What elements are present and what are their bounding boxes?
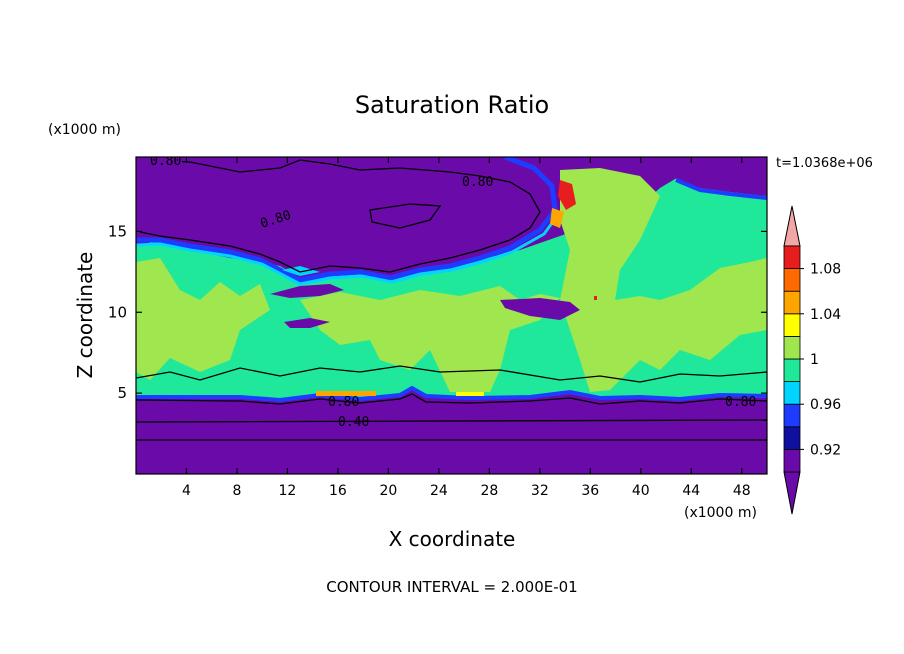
colorbar-arrow-low — [783, 471, 801, 515]
x-axis: 4 8 12 16 20 24 28 32 36 40 44 48 — [182, 157, 751, 499]
heatmap-field: 0.80 0.80 0.80 0.80 0.80 0.40 — [136, 154, 767, 474]
region-upper-dry — [136, 157, 555, 278]
time-label: t=1.0368e+06 — [776, 156, 873, 171]
x-tick-label: 36 — [581, 483, 599, 499]
x-tick-label: 44 — [682, 483, 700, 499]
colorbar-bin — [783, 245, 801, 270]
region-upper-cyan — [136, 211, 562, 286]
y-tick-label: 15 — [108, 222, 127, 240]
filament-1 — [270, 284, 344, 298]
x-tick-label: 12 — [279, 483, 297, 499]
region-top-right-dry — [676, 157, 767, 196]
filament-2 — [284, 318, 330, 328]
region-upper-fringe — [136, 157, 558, 283]
y-axis: 5 10 15 — [108, 222, 767, 402]
colorbar-label: 0.96 — [810, 397, 841, 413]
colorbar-bin — [783, 335, 801, 360]
contour-label-lower-right: 0.80 — [725, 395, 756, 410]
chart-title: Saturation Ratio — [355, 91, 549, 119]
y-unit-label: (x1000 m) — [48, 122, 121, 138]
contour-interval-label: CONTOUR INTERVAL = 2.000E-01 — [326, 578, 577, 596]
contour-label-top-right: 0.80 — [462, 175, 493, 190]
x-axis-title: X coordinate — [389, 527, 516, 551]
colorbar-label: 1 — [810, 352, 819, 368]
colorbar-label: 0.92 — [810, 442, 841, 458]
colorbar-bin — [783, 403, 801, 428]
x-tick-label: 28 — [480, 483, 498, 499]
y-tick-label: 10 — [108, 303, 127, 321]
colorbar-bin — [783, 268, 801, 292]
filament-3 — [500, 298, 580, 320]
x-tick-label: 8 — [232, 483, 241, 499]
y-axis-title: Z coordinate — [73, 252, 97, 379]
colorbar-bin — [783, 290, 801, 315]
x-tick-label: 4 — [182, 483, 191, 499]
supersat-spot-5 — [594, 296, 597, 300]
contour-upper-inner — [369, 203, 442, 229]
colorbar-arrow-high — [783, 205, 801, 247]
contour-mid — [136, 365, 767, 383]
plot-frame — [135, 156, 768, 475]
colorbar: 0.92 0.96 1 1.04 1.08 — [783, 205, 841, 515]
colorbar-bin — [783, 358, 801, 383]
x-unit-label: (x1000 m) — [684, 505, 757, 521]
supersat-spot-4 — [550, 208, 564, 228]
contour-label-040: 0.40 — [338, 415, 369, 430]
supersat-spot-2 — [456, 392, 484, 396]
colorbar-bin — [783, 313, 801, 337]
contour-lines — [136, 159, 767, 441]
contour-lower-080 — [136, 393, 767, 405]
x-tick-label: 16 — [329, 483, 347, 499]
contour-label-lower-center: 0.80 — [328, 395, 359, 410]
contour-upper — [139, 159, 541, 273]
region-light-green-left — [136, 258, 270, 380]
colorbar-bin — [783, 426, 801, 450]
filament-4 — [282, 266, 320, 276]
colorbar-bin — [783, 448, 801, 473]
x-tick-label: 24 — [430, 483, 448, 499]
y-tick-label: 5 — [117, 384, 127, 402]
region-lower-fringe — [136, 385, 767, 403]
x-tick-label: 48 — [733, 483, 751, 499]
region-light-green-center — [300, 286, 560, 392]
colorbar-label: 1.04 — [810, 307, 841, 323]
contour-label-top-left: 0.80 — [150, 154, 181, 169]
supersat-spot-1 — [316, 391, 376, 396]
region-lower-dry — [136, 390, 767, 474]
region-light-green-right — [560, 168, 767, 392]
x-tick-label: 32 — [531, 483, 549, 499]
x-tick-label: 20 — [379, 483, 397, 499]
contour-lower-040 — [136, 419, 767, 423]
x-tick-label: 40 — [632, 483, 650, 499]
region-top-right-fringe — [675, 178, 767, 200]
colorbar-label: 1.08 — [810, 262, 841, 278]
supersat-spot-3 — [558, 180, 576, 210]
colorbar-bin — [783, 381, 801, 405]
